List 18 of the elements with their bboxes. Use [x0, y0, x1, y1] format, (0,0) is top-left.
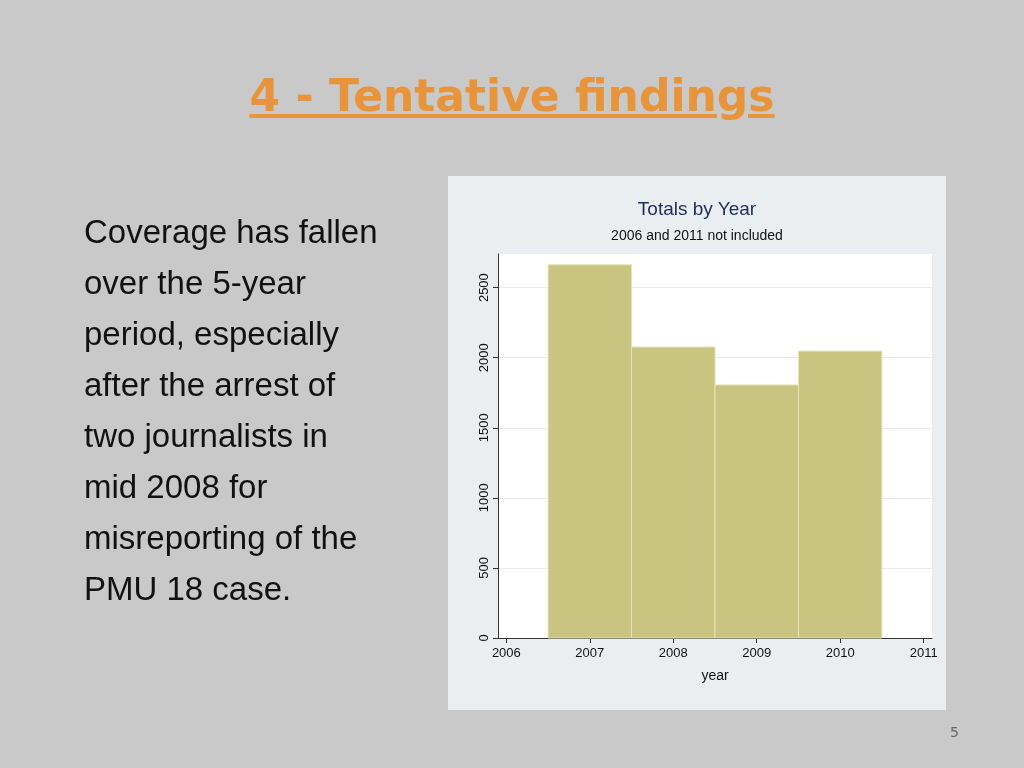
- text: Coverage has fallen over the 5-year period, especially after the arrest of two journalists in mid 2008 for misreporting of the PMU 18 case.: [84, 212, 379, 609]
- x-tick-label: 2008: [658, 645, 688, 660]
- y-tick-label: 1000: [476, 483, 491, 513]
- text: 4 - Tentative findings: [248, 70, 776, 121]
- y-tick-label: 2000: [476, 343, 491, 373]
- x-tick-label: 2007: [575, 645, 605, 660]
- x-tick-label: 2009: [742, 645, 772, 660]
- chart-subtitle: 2006 and 2011 not included: [611, 227, 783, 243]
- x-tick-label: 2010: [825, 645, 855, 660]
- x-tick-label: 2006: [491, 645, 521, 660]
- chart-title: Totals by Year: [637, 198, 757, 219]
- text: 5: [950, 724, 959, 740]
- y-tick-label: 500: [476, 557, 491, 579]
- x-axis-title: year: [701, 667, 729, 683]
- y-tick-label: 0: [476, 634, 491, 642]
- x-tick-label: 2011: [909, 645, 938, 660]
- y-tick-label: 1500: [476, 413, 491, 443]
- y-tick-label: 2500: [476, 273, 491, 303]
